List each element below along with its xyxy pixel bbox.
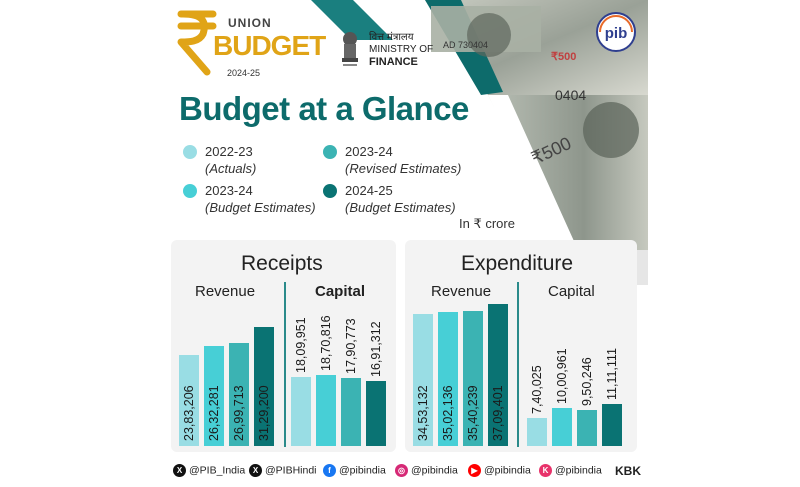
union-label: UNION	[228, 16, 272, 30]
rupee-logo-icon	[177, 10, 217, 76]
legend-swatch	[183, 184, 197, 198]
banknote-decoration: AD 730404 ₹500 ₹500 0404	[311, 0, 648, 285]
group-label: Revenue	[195, 283, 256, 300]
budget-label: BUDGET	[213, 30, 326, 61]
bar-value-label: 31,29,200	[257, 385, 271, 441]
ministry-hindi: वित्त मंत्रालय	[369, 32, 414, 43]
bar-value-label: 26,99,713	[232, 385, 246, 441]
social-handle[interactable]: f @pibindia	[323, 464, 386, 480]
kooapp-icon: K	[539, 464, 552, 477]
infographic: AD 730404 ₹500 ₹500 0404 UNION BUDGET 20…	[163, 0, 648, 487]
bar	[577, 410, 597, 446]
youtube-icon: ▶	[468, 464, 481, 477]
social-handle[interactable]: ▶ @pibindia	[468, 464, 531, 480]
social-handle-text: @pibindia	[339, 464, 386, 477]
bar	[341, 378, 361, 446]
group-label: Capital	[548, 283, 595, 300]
legend-year: 2023-24	[345, 144, 393, 159]
legend-swatch	[183, 145, 197, 159]
bar-value-label: 7,40,025	[530, 365, 544, 414]
bar-value-label: 10,00,961	[555, 348, 569, 404]
signature: KBK	[615, 464, 641, 478]
expenditure-panel: Expenditure Revenue Capital 34,53,132 35,…	[405, 240, 637, 452]
svg-text:₹500: ₹500	[551, 51, 576, 63]
legend-swatch	[323, 184, 337, 198]
x-icon: X	[173, 464, 186, 477]
bar	[438, 312, 458, 446]
legend-sub: (Budget Estimates)	[205, 200, 316, 215]
national-emblem-icon	[342, 32, 358, 66]
ministry-line2: FINANCE	[369, 56, 418, 68]
legend-sub: (Budget Estimates)	[345, 200, 456, 215]
bar-value-label: 37,09,401	[491, 385, 505, 441]
social-handle[interactable]: X @PIBHindi	[249, 464, 317, 480]
legend-sub: (Actuals)	[205, 161, 257, 176]
bar-value-label: 34,53,132	[416, 385, 430, 441]
bar-value-label: 17,90,773	[344, 318, 358, 374]
bar-value-label: 35,40,239	[466, 385, 480, 441]
bar	[229, 343, 249, 446]
bar-value-label: 35,02,136	[441, 385, 455, 441]
ministry-line1: MINISTRY OF	[369, 44, 434, 55]
bar	[413, 314, 433, 446]
group-divider	[517, 282, 519, 447]
social-handle[interactable]: ◎ @pibindia	[395, 464, 458, 480]
footer: X @PIB_India X @PIBHindi f @pibindia ◎ @pibi…	[163, 456, 648, 487]
bar	[179, 355, 199, 446]
bar-value-label: 11,11,111	[605, 348, 619, 400]
page-title: Budget at a Glance	[179, 90, 469, 127]
bar-value-label: 26,32,281	[207, 385, 221, 441]
social-handle[interactable]: K @pibindia	[539, 464, 602, 480]
unit-label: In ₹ crore	[459, 216, 515, 231]
group-label: Capital	[315, 283, 366, 300]
facebook-icon: f	[323, 464, 336, 477]
panel-title: Receipts	[241, 252, 323, 275]
bar	[463, 311, 483, 446]
legend-year: 2023-24	[205, 183, 253, 198]
legend-sub: (Revised Estimates)	[345, 161, 462, 176]
bar-value-label: 9,50,246	[580, 357, 594, 406]
social-handle-text: @PIB_India	[189, 464, 246, 477]
social-handle-text: @pibindia	[555, 464, 602, 477]
x-icon: X	[249, 464, 262, 477]
bar	[488, 304, 508, 446]
svg-text:AD 730404: AD 730404	[443, 40, 488, 50]
social-handle-text: @pibindia	[484, 464, 531, 477]
social-handle[interactable]: X @PIB_India	[173, 464, 245, 480]
bar	[602, 404, 622, 446]
svg-text:0404: 0404	[555, 87, 586, 103]
receipts-panel: Receipts Revenue Capital 23,83,206 26,32,…	[171, 240, 396, 452]
bar	[316, 375, 336, 446]
bar	[291, 377, 311, 446]
pib-label: pib	[605, 25, 628, 42]
legend-year: 2022-23	[205, 144, 253, 159]
group-divider	[284, 282, 286, 447]
bar-value-label: 18,70,816	[319, 315, 333, 371]
panel-title: Expenditure	[461, 252, 574, 275]
bar	[366, 381, 386, 446]
instagram-icon: ◎	[395, 464, 408, 477]
group-label: Revenue	[431, 283, 492, 300]
bar-value-label: 23,83,206	[182, 385, 196, 441]
budget-year: 2024-25	[227, 68, 261, 78]
bar	[254, 327, 274, 446]
social-handle-text: @pibindia	[411, 464, 458, 477]
pib-logo-icon: pib	[596, 12, 636, 52]
bar-value-label: 18,09,951	[294, 317, 308, 373]
social-handle-text: @PIBHindi	[265, 464, 317, 477]
bar	[204, 346, 224, 446]
bar	[552, 408, 572, 446]
bar-value-label: 16,91,312	[369, 321, 383, 377]
bar	[527, 418, 547, 446]
legend-swatch	[323, 145, 337, 159]
legend-year: 2024-25	[345, 183, 393, 198]
